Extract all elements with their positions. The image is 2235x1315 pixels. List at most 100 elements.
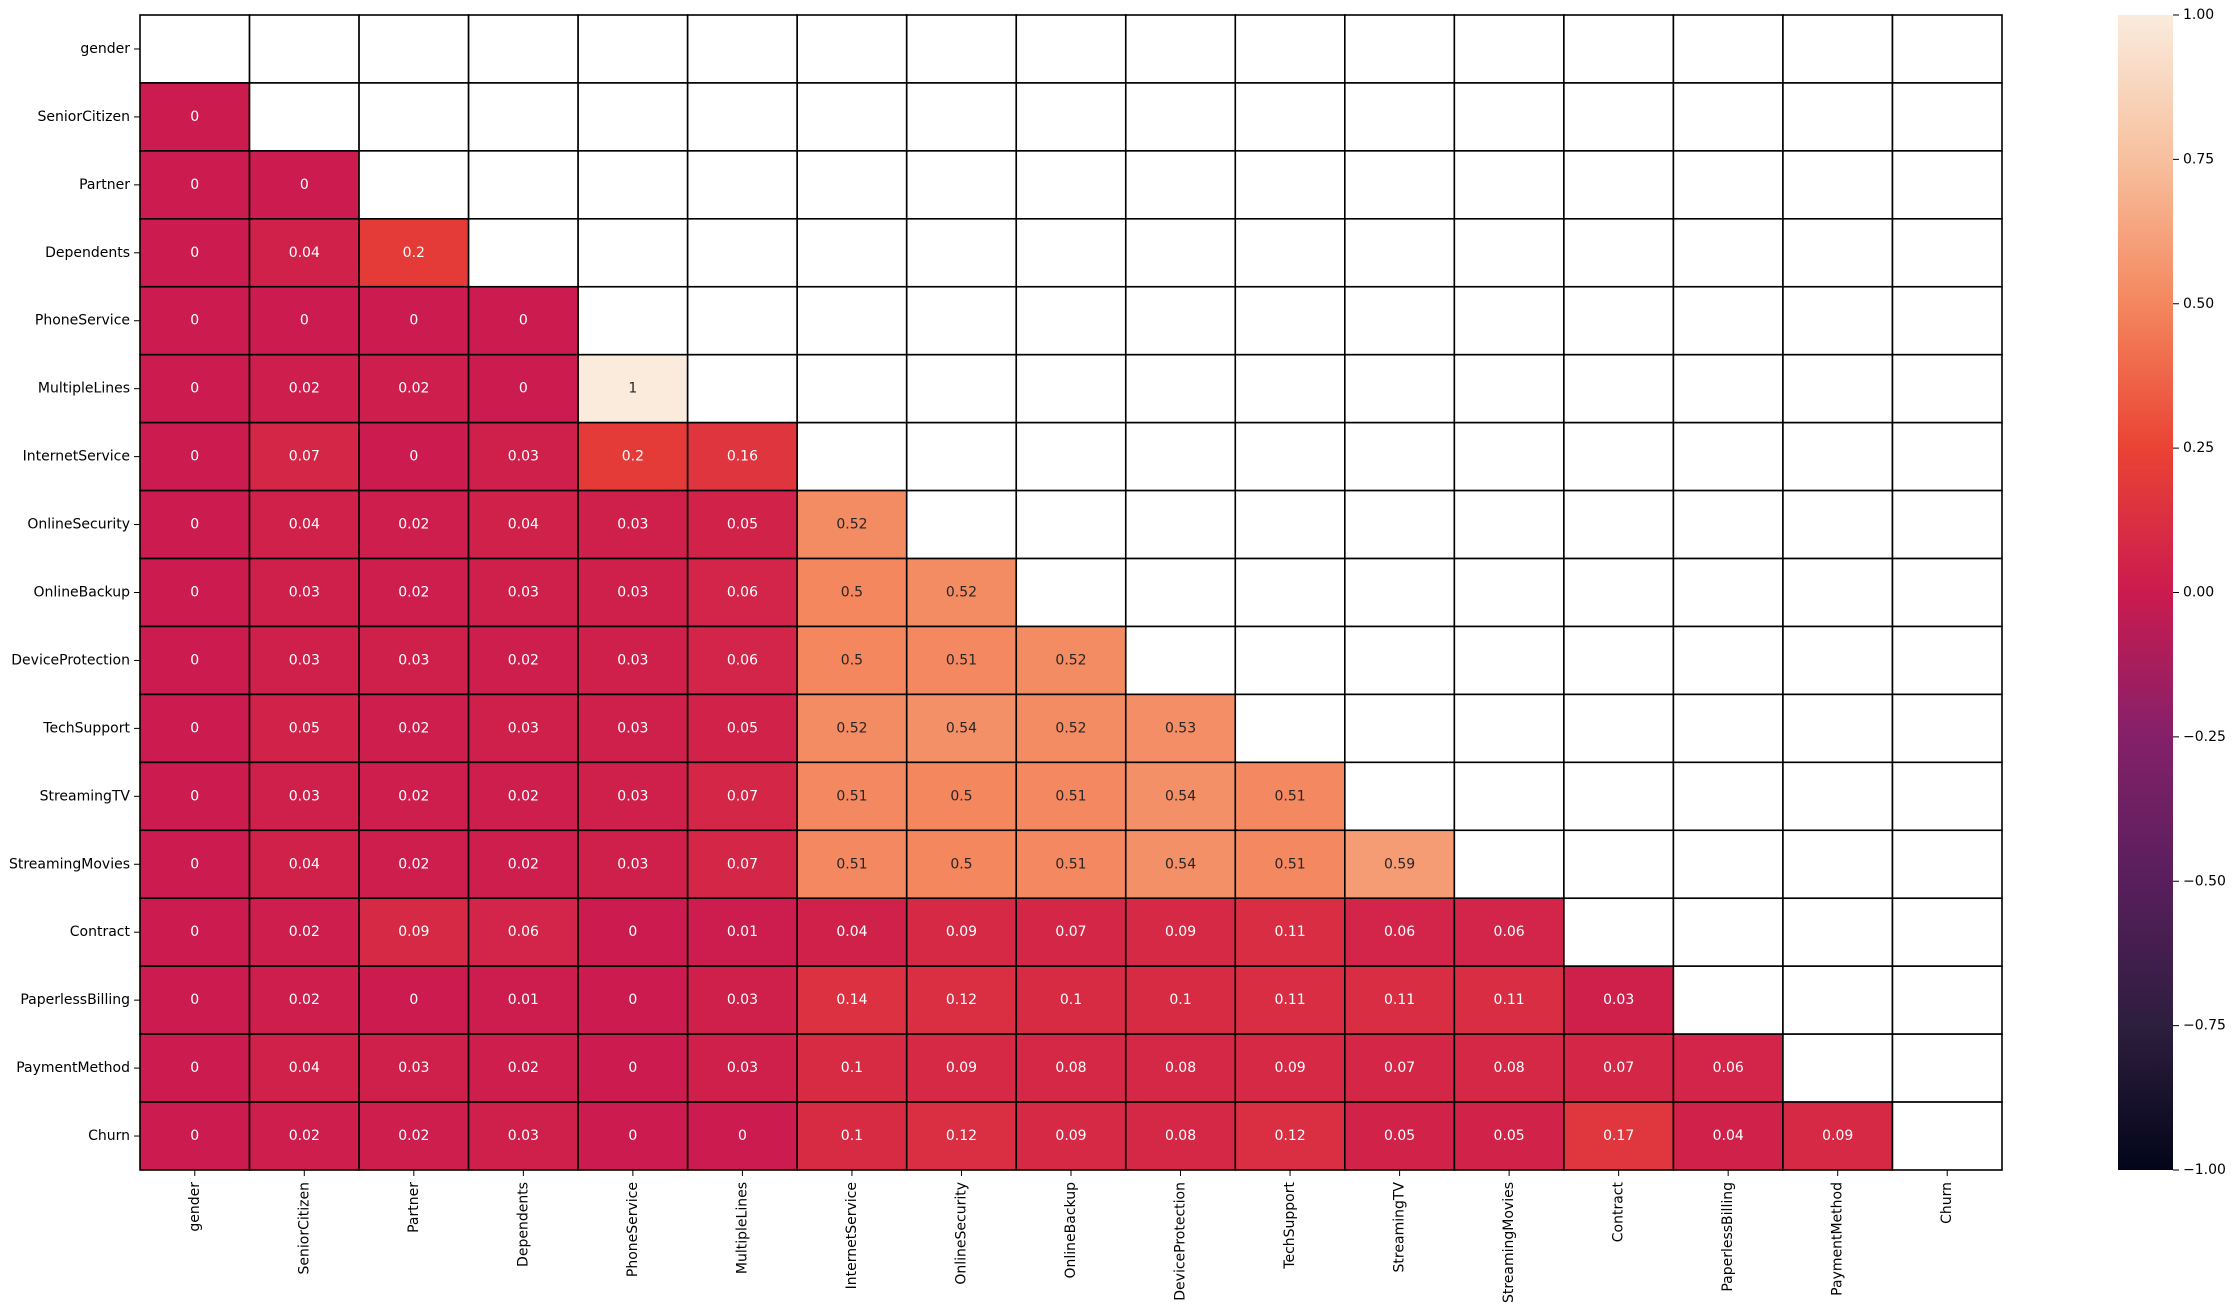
cell-value-label: 0: [628, 1060, 637, 1076]
heatmap-cell-masked: [1344, 353, 1456, 424]
heatmap-cell-masked: [1344, 557, 1456, 628]
heatmap-cell: [1234, 897, 1346, 967]
heatmap-cell-masked: [1453, 829, 1565, 900]
heatmap-cell: [248, 761, 360, 832]
cell-value-label: 1: [628, 381, 637, 397]
cell-value-label: 0.03: [617, 856, 648, 872]
heatmap-cell-masked: [1782, 150, 1894, 220]
x-tick-label: InternetService: [844, 1182, 860, 1289]
cell-value-label: 0.02: [398, 1128, 429, 1144]
heatmap-cell-masked: [1234, 489, 1346, 560]
heatmap-cell-masked: [1015, 14, 1127, 84]
heatmap-cell-masked: [905, 285, 1018, 356]
cell-value-label: 0.51: [1274, 856, 1305, 872]
cell-value-label: 0.05: [727, 517, 758, 533]
colorbar-tick-label: 1.00: [2183, 7, 2214, 23]
cell-value-label: 0.08: [1165, 1128, 1196, 1144]
heatmap-cell-masked: [1672, 353, 1784, 424]
heatmap-cell: [686, 693, 798, 764]
cell-value-label: 0.03: [289, 652, 320, 668]
heatmap-cell-masked: [1234, 218, 1346, 288]
cell-value-label: 0.03: [289, 788, 320, 804]
x-tick-label: gender: [187, 1182, 203, 1232]
cell-value-label: 0: [190, 924, 199, 940]
heatmap-cell: [248, 489, 360, 560]
heatmap-cell-masked: [1124, 285, 1237, 356]
heatmap-cell: [1015, 829, 1127, 900]
heatmap-cell: [358, 557, 470, 628]
heatmap-cell-masked: [1563, 829, 1675, 900]
cell-value-label: 0.03: [398, 1060, 429, 1076]
heatmap-cell-masked: [1344, 693, 1456, 764]
heatmap-cell-masked: [1234, 150, 1346, 220]
cell-value-label: 0.03: [289, 585, 320, 601]
cell-value-label: 0: [190, 1060, 199, 1076]
cell-value-label: 0: [190, 585, 199, 601]
cell-value-label: 0.04: [289, 856, 320, 872]
cell-value-label: 0: [300, 177, 309, 193]
y-tick-label: PhoneService: [35, 313, 130, 329]
heatmap-cell: [1015, 693, 1127, 764]
heatmap-cell: [1782, 1101, 1894, 1171]
cell-value-label: 0.03: [727, 1060, 758, 1076]
cell-value-label: 0.54: [946, 720, 977, 736]
heatmap-cell: [139, 489, 251, 560]
heatmap-cell-masked: [796, 353, 908, 424]
heatmap-cell: [467, 285, 579, 356]
heatmap-cell-masked: [796, 14, 908, 84]
heatmap-cell-masked: [1124, 218, 1237, 288]
colorbar-tick-label: 0.25: [2183, 440, 2214, 456]
heatmap-cell-masked: [1891, 218, 2003, 288]
colorbar-tick-label: −1.00: [2183, 1162, 2226, 1178]
heatmap-cell-masked: [1453, 218, 1565, 288]
heatmap-cell: [905, 965, 1018, 1035]
heatmap-cell-masked: [1782, 218, 1894, 288]
heatmap-cell: [467, 829, 579, 900]
heatmap-cell: [1124, 829, 1237, 900]
cell-value-label: 0.5: [950, 788, 972, 804]
heatmap-cell-masked: [1344, 489, 1456, 560]
cell-value-label: 0.09: [398, 924, 429, 940]
heatmap-cell-masked: [1563, 761, 1675, 832]
cell-value-label: 0.04: [289, 517, 320, 533]
heatmap-cell-masked: [1453, 353, 1565, 424]
heatmap-cell-masked: [1891, 150, 2003, 220]
heatmap-cell-masked: [905, 218, 1018, 288]
cell-value-label: 0: [519, 381, 528, 397]
heatmap-cell-masked: [1891, 489, 2003, 560]
heatmap-cell: [139, 421, 251, 492]
cell-value-label: 0.02: [289, 381, 320, 397]
cell-value-label: 0.54: [1165, 856, 1196, 872]
cell-value-label: 0.08: [1165, 1060, 1196, 1076]
x-tick-label: DeviceProtection: [1173, 1182, 1189, 1301]
heatmap-cell-masked: [686, 285, 798, 356]
y-tick-label: Churn: [88, 1128, 130, 1144]
cell-value-label: 0.03: [727, 992, 758, 1008]
heatmap-cell: [467, 625, 579, 696]
heatmap-cell-masked: [1672, 965, 1784, 1035]
heatmap-cell: [905, 761, 1018, 832]
heatmap-cell: [1015, 965, 1127, 1035]
cell-value-label: 0.04: [289, 1060, 320, 1076]
heatmap-cell-masked: [796, 285, 908, 356]
heatmap-cell-masked: [1124, 489, 1237, 560]
heatmap-cell-masked: [1234, 421, 1346, 492]
cell-value-label: 0: [409, 992, 418, 1008]
cell-value-label: 0.12: [946, 1128, 977, 1144]
cell-value-label: 0.09: [1274, 1060, 1305, 1076]
cell-value-label: 0.07: [1603, 1060, 1634, 1076]
cell-value-label: 0.06: [1494, 924, 1525, 940]
heatmap-cell-masked: [1891, 829, 2003, 900]
heatmap-cell-masked: [1453, 14, 1565, 84]
cell-value-label: 0.05: [1494, 1128, 1525, 1144]
heatmap-cell: [905, 625, 1018, 696]
heatmap-cell: [796, 965, 908, 1035]
cell-value-label: 0.02: [398, 788, 429, 804]
heatmap-cell-masked: [1782, 82, 1894, 152]
heatmap-cell-masked: [1015, 82, 1127, 152]
heatmap-cell-masked: [1672, 82, 1784, 152]
heatmap-cell-masked: [1015, 489, 1127, 560]
heatmap-cell: [686, 829, 798, 900]
heatmap-cell-masked: [1672, 421, 1784, 492]
heatmap-cell-masked: [1782, 421, 1894, 492]
